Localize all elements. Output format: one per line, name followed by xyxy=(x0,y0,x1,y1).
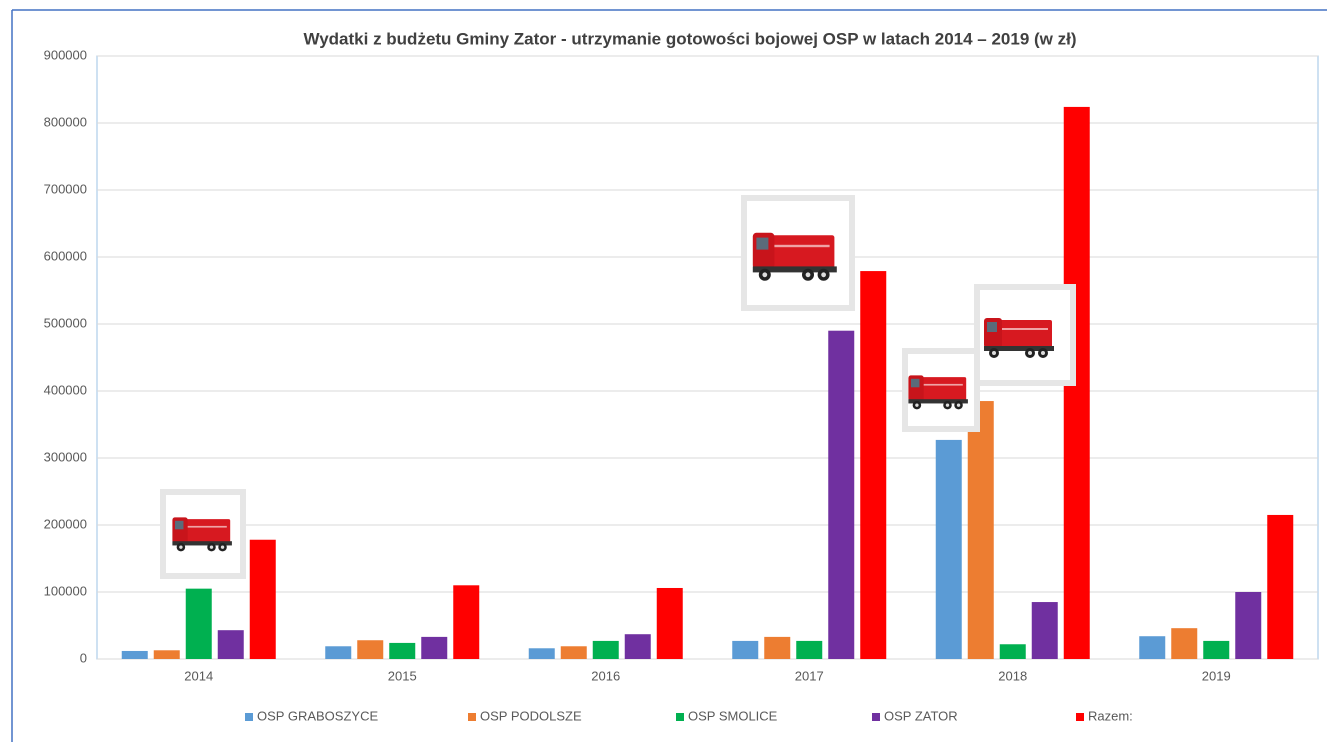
bar xyxy=(967,401,994,659)
bar xyxy=(560,646,587,659)
truck-icons xyxy=(160,195,1076,579)
y-tick-label: 900000 xyxy=(44,47,87,62)
chart-title: Wydatki z budżetu Gminy Zator - utrzyman… xyxy=(303,29,1076,48)
legend-swatch xyxy=(676,713,684,721)
x-tick-label: 2016 xyxy=(591,668,620,683)
legend-label: OSP SMOLICE xyxy=(688,708,778,723)
y-tick-label: 800000 xyxy=(44,114,87,129)
bar xyxy=(1031,602,1058,659)
legend-label: OSP PODOLSZE xyxy=(480,708,582,723)
bar xyxy=(325,646,352,659)
y-tick-label: 500000 xyxy=(44,315,87,330)
legend-swatch xyxy=(468,713,476,721)
legend-swatch xyxy=(245,713,253,721)
bar xyxy=(656,587,683,659)
bar xyxy=(796,640,823,659)
y-tick-label: 700000 xyxy=(44,181,87,196)
x-tick-label: 2017 xyxy=(795,668,824,683)
bar xyxy=(421,636,448,659)
bar xyxy=(153,650,180,659)
bar xyxy=(999,644,1026,659)
bar xyxy=(249,539,276,659)
bar xyxy=(1203,640,1230,659)
bar xyxy=(860,271,887,659)
bar xyxy=(592,640,619,659)
legend-label: OSP GRABOSZYCE xyxy=(257,708,378,723)
y-tick-label: 300000 xyxy=(44,449,87,464)
legend-swatch xyxy=(872,713,880,721)
x-tick-label: 2015 xyxy=(388,668,417,683)
x-tick-label: 2018 xyxy=(998,668,1027,683)
bar xyxy=(528,648,555,659)
y-tick-label: 200000 xyxy=(44,516,87,531)
bar xyxy=(732,640,759,659)
bar xyxy=(764,636,791,659)
x-tick-label: 2019 xyxy=(1202,668,1231,683)
bar xyxy=(453,585,480,659)
legend-label: Razem: xyxy=(1088,708,1133,723)
bar xyxy=(1139,636,1166,659)
bar xyxy=(1235,592,1262,659)
y-tick-label: 100000 xyxy=(44,583,87,598)
legend-label: OSP ZATOR xyxy=(884,708,958,723)
y-tick-label: 600000 xyxy=(44,248,87,263)
plot-frame xyxy=(96,55,1319,660)
bar xyxy=(1171,628,1198,659)
bar xyxy=(185,588,212,659)
bar xyxy=(121,650,148,659)
y-tick-label: 0 xyxy=(80,650,87,665)
y-tick-label: 400000 xyxy=(44,382,87,397)
bar xyxy=(389,642,416,659)
bar xyxy=(624,634,651,659)
bar xyxy=(217,630,244,659)
legend-swatch xyxy=(1076,713,1084,721)
bar xyxy=(357,640,384,659)
x-tick-label: 2014 xyxy=(184,668,213,683)
plot-area: 0 100000 200000 300000 400000 500000 600000 700… xyxy=(44,47,1319,723)
bar xyxy=(1267,514,1294,659)
bar xyxy=(935,439,962,659)
bar xyxy=(828,330,855,659)
